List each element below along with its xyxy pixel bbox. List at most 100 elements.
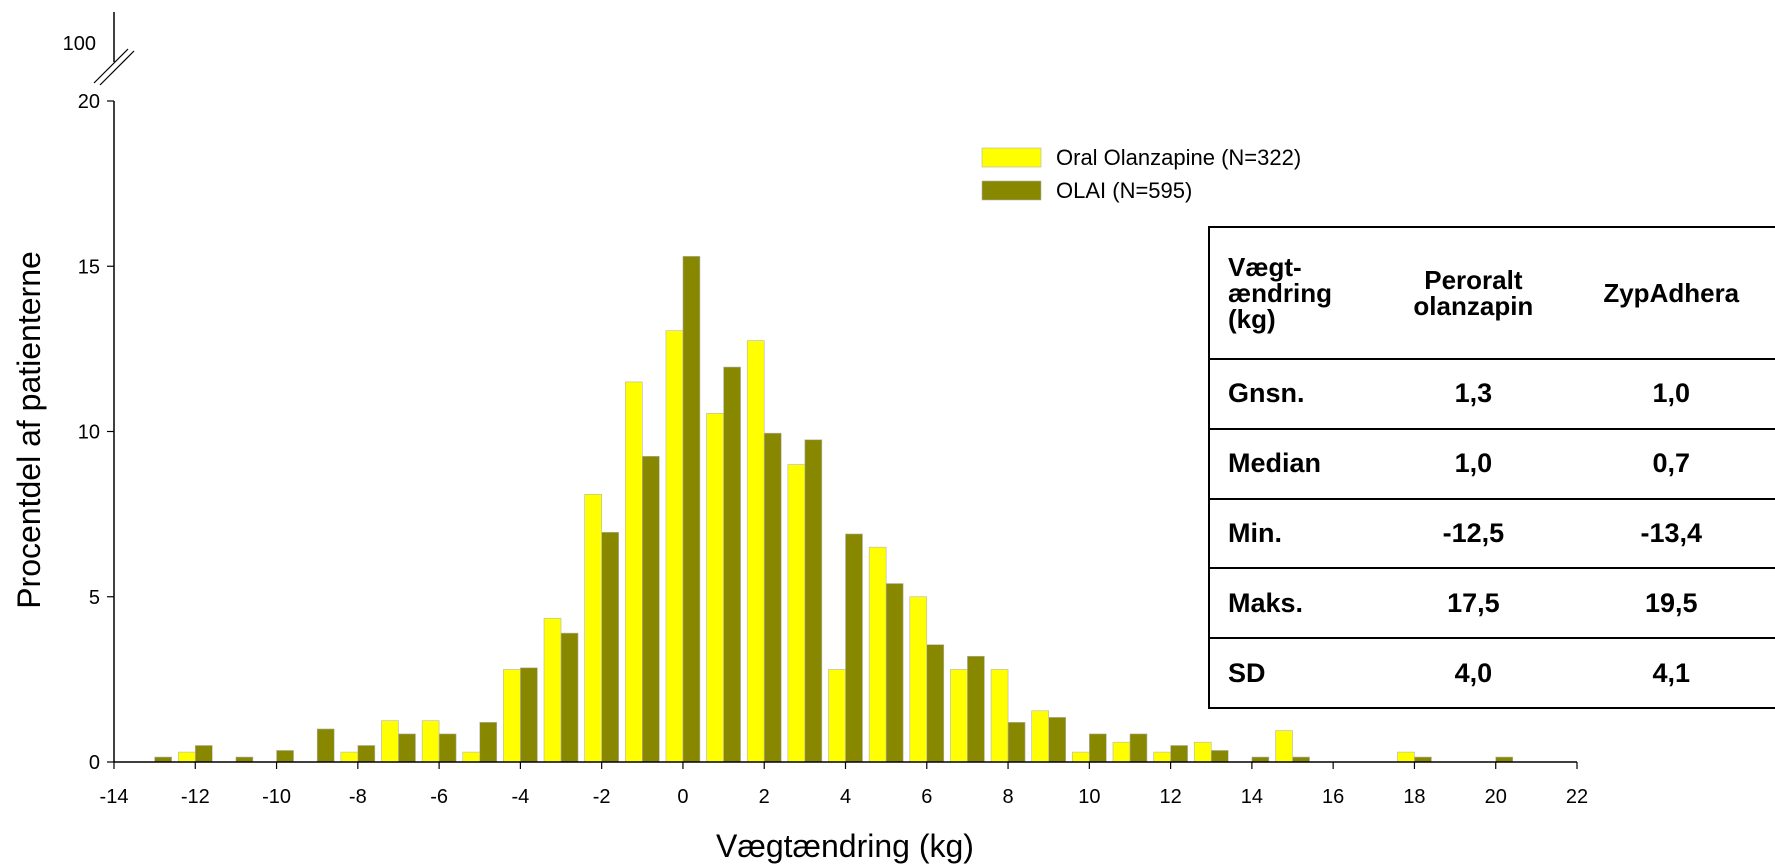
table-header-cell: ZypAdhera [1567, 226, 1775, 360]
table-row: Min. -12,5 -13,4 [1207, 497, 1775, 570]
y-break-label: 100 [63, 33, 96, 55]
bar-olai [682, 256, 701, 763]
bar-oral-olanzapine [625, 381, 643, 763]
bar-olai [885, 583, 904, 763]
bar-oral-olanzapine [1193, 741, 1212, 763]
bar-oral-olanzapine [828, 669, 846, 763]
bar-olai [926, 644, 945, 763]
y-tick-label: 0 [89, 752, 100, 774]
bar-olai [967, 655, 985, 763]
x-tick-label: -8 [349, 786, 367, 808]
table-cell: 0,7 [1567, 427, 1775, 500]
x-tick-label: -10 [262, 786, 291, 808]
table-cell: 4,1 [1567, 637, 1775, 709]
x-tick-label: -14 [100, 786, 129, 808]
bar-oral-olanzapine [1072, 751, 1090, 763]
bar-oral-olanzapine [1031, 710, 1049, 763]
x-tick-label: 8 [1002, 786, 1013, 808]
legend-label: Oral Olanzapine (N=322) [1056, 145, 1301, 170]
bar-olai [763, 432, 782, 763]
bar-oral-olanzapine [787, 464, 806, 763]
table-row-label: Maks. [1207, 567, 1380, 640]
bar-oral-olanzapine [1275, 730, 1293, 763]
bar-oral-olanzapine [462, 751, 481, 763]
bar-oral-olanzapine [950, 669, 968, 763]
bar-olai [642, 455, 660, 763]
bar-oral-olanzapine [421, 720, 440, 763]
axis-break-mark [93, 48, 129, 84]
bar-olai [194, 745, 213, 763]
bar-oral-olanzapine [868, 546, 887, 763]
table-row: Median 1,0 0,7 [1207, 427, 1775, 500]
x-tick-label: 0 [677, 786, 688, 808]
table-cell: 1,3 [1379, 358, 1568, 430]
bar-olai [1170, 745, 1188, 763]
weight-stats-table: Vægt-ændring (kg) Peroralt olanzapin ZypAd… [1207, 226, 1775, 709]
tick-labels-group: -14 -12 -10 -8 -6 -4 -2 0 2 4 6 8 10 12 14 16 18 20 22 0 5 10… [78, 91, 1588, 808]
table-cell: -12,5 [1379, 497, 1568, 570]
bar-olai [1089, 733, 1107, 763]
table-cell: 17,5 [1379, 567, 1568, 640]
y-tick-label: 20 [78, 91, 100, 113]
bar-oral-olanzapine [706, 413, 724, 763]
x-tick-label: 22 [1566, 786, 1588, 808]
table-header-cell: Peroralt olanzapin [1379, 226, 1568, 360]
bar-olai [357, 745, 376, 763]
bar-olai [560, 632, 579, 763]
y-tick-label: 10 [78, 422, 100, 444]
bar-olai [1048, 717, 1066, 763]
x-axis-title: Vægtændring (kg) [716, 828, 974, 864]
legend: Oral Olanzapine (N=322) OLAI (N=595) [981, 145, 1301, 203]
table-header-cell: Vægt-ændring (kg) [1207, 226, 1380, 360]
x-tick-label: 16 [1322, 786, 1344, 808]
x-tick-label: -4 [511, 786, 529, 808]
bar-oral-olanzapine [340, 751, 359, 763]
table-row-label: Min. [1207, 497, 1380, 570]
table-row-label: SD [1207, 637, 1380, 709]
bar-olai [276, 750, 294, 763]
legend-label: OLAI (N=595) [1056, 178, 1192, 203]
axis-break-mark [99, 50, 135, 86]
bar-oral-olanzapine [1153, 751, 1171, 763]
bar-olai [723, 366, 741, 763]
x-tick-label: 12 [1159, 786, 1181, 808]
bar-olai [1210, 750, 1229, 763]
table-row: SD 4,0 4,1 [1207, 637, 1775, 709]
bar-oral-olanzapine [503, 669, 521, 763]
x-tick-label: -2 [593, 786, 611, 808]
x-tick-label: 4 [840, 786, 851, 808]
legend-swatch [981, 147, 1042, 168]
bar-olai [479, 722, 498, 763]
bar-olai [520, 667, 538, 763]
table-cell: -13,4 [1567, 497, 1775, 570]
bar-olai [438, 733, 457, 763]
table-row: Maks. 17,5 19,5 [1207, 567, 1775, 640]
x-tick-label: 6 [921, 786, 932, 808]
bar-olai [1129, 733, 1148, 763]
bar-oral-olanzapine [1112, 741, 1131, 763]
bar-olai [398, 733, 416, 763]
bar-oral-olanzapine [543, 617, 562, 763]
x-tick-label: -6 [430, 786, 448, 808]
table-row-label: Gnsn. [1207, 358, 1380, 430]
legend-swatch [981, 180, 1042, 201]
table-header-row: Vægt-ændring (kg) Peroralt olanzapin ZypAd… [1207, 226, 1775, 360]
x-tick-label: 2 [759, 786, 770, 808]
table-row: Gnsn. 1,3 1,0 [1207, 358, 1775, 430]
x-tick-label: 10 [1078, 786, 1100, 808]
table-cell: 19,5 [1567, 567, 1775, 640]
bar-oral-olanzapine [909, 596, 928, 763]
x-tick-label: -12 [181, 786, 210, 808]
bar-oral-olanzapine [584, 493, 602, 763]
x-tick-label: 14 [1241, 786, 1263, 808]
bar-oral-olanzapine [746, 340, 765, 763]
x-tick-label: 18 [1403, 786, 1425, 808]
bar-oral-olanzapine [381, 720, 399, 763]
x-tick-label: 20 [1485, 786, 1507, 808]
table-cell: 1,0 [1379, 427, 1568, 500]
bar-oral-olanzapine [990, 669, 1009, 763]
bar-olai [1007, 722, 1026, 763]
bar-olai [601, 532, 619, 763]
y-tick-label: 15 [78, 256, 100, 278]
